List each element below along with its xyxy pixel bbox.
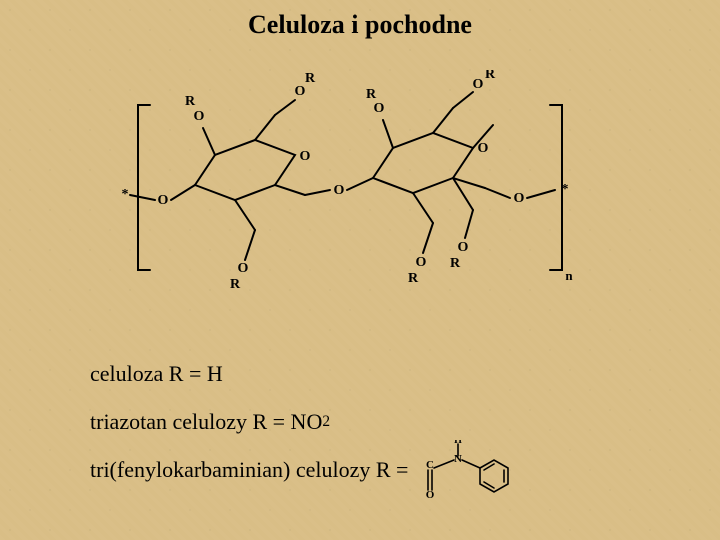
definitions-block: celuloza R = H triazotan celulozy R = NO… (90, 350, 524, 494)
def-phenylcarbamate-text: tri(fenylokarbaminian) celulozy R = (90, 446, 408, 494)
def-phenylcarbamate: tri(fenylokarbaminian) celulozy R = (90, 446, 524, 494)
atom-C: C (426, 459, 434, 471)
atom-O: O (300, 149, 311, 164)
atom-O: O (238, 261, 249, 276)
repeat-n: n (565, 268, 573, 283)
atom-O: O (374, 101, 385, 116)
atom-N: N (454, 453, 462, 465)
phenylcarbamate-fragment-diagram: C O N H (414, 440, 524, 500)
def-trinitrate-sub: 2 (322, 405, 330, 439)
def-trinitrate: triazotan celulozy R = NO2 (90, 398, 524, 446)
atom-O: O (478, 141, 489, 156)
def-cellulose-text: celuloza R = H (90, 350, 223, 398)
atom-O: O (426, 489, 435, 500)
atom-O: O (458, 240, 469, 255)
group-R: R (230, 277, 241, 292)
svg-text:*: * (562, 182, 569, 197)
def-cellulose: celuloza R = H (90, 350, 524, 398)
group-R: R (185, 94, 196, 109)
group-R: R (305, 71, 316, 86)
atom-O: O (416, 255, 427, 270)
svg-text:*: * (122, 187, 129, 202)
group-R: R (366, 87, 377, 102)
atom-O: O (158, 193, 169, 208)
atom-O: O (334, 183, 345, 198)
atom-H: H (455, 440, 463, 446)
atom-O: O (473, 77, 484, 92)
atom-O: O (194, 109, 205, 124)
group-R: R (408, 271, 419, 286)
group-R: R (485, 70, 496, 82)
group-R: R (450, 256, 461, 271)
atom-O: O (295, 84, 306, 99)
page-title: Celuloza i pochodne (0, 10, 720, 40)
cellulose-structure-diagram: * O O O O O * O R O R O R O R O R O R O … (95, 70, 595, 300)
def-trinitrate-text: triazotan celulozy R = NO (90, 398, 322, 446)
atom-O: O (514, 191, 525, 206)
